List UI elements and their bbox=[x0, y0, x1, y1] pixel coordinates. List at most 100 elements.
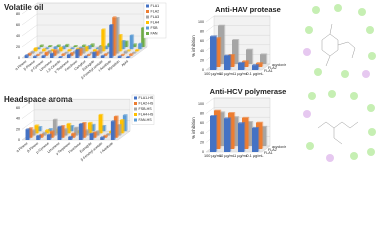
bar-side bbox=[87, 55, 89, 58]
bar-top bbox=[242, 116, 250, 118]
bar-side bbox=[59, 49, 61, 54]
bar-side bbox=[258, 127, 260, 152]
bar-top bbox=[27, 52, 33, 54]
bar-front bbox=[81, 45, 86, 47]
bar-front bbox=[62, 46, 66, 50]
bar bbox=[110, 120, 116, 140]
bar bbox=[246, 48, 254, 64]
bar-top bbox=[90, 43, 95, 45]
residue bbox=[358, 8, 366, 16]
bar-front bbox=[53, 50, 57, 56]
x-tick-label: 0.1 µg/mL bbox=[247, 72, 264, 76]
legend-swatch bbox=[146, 26, 149, 30]
bar-side bbox=[248, 116, 250, 149]
y-axis-label: % inhibition bbox=[191, 117, 196, 139]
bar-top bbox=[58, 56, 63, 57]
bar bbox=[36, 134, 41, 140]
bar-front bbox=[46, 134, 51, 140]
bar-side bbox=[224, 24, 226, 64]
bar bbox=[84, 46, 89, 52]
bar-front bbox=[83, 56, 88, 58]
residue bbox=[326, 154, 334, 162]
bar-top bbox=[113, 115, 119, 117]
bar-side bbox=[77, 126, 79, 136]
bar-front bbox=[100, 55, 104, 58]
bar-top bbox=[68, 135, 73, 137]
bar-top bbox=[129, 53, 134, 55]
bar bbox=[71, 132, 76, 138]
bar bbox=[83, 55, 89, 58]
bar-top bbox=[78, 46, 84, 48]
bar-front bbox=[24, 55, 28, 58]
bar-side bbox=[42, 51, 44, 54]
bar-side bbox=[56, 46, 58, 50]
bar-top bbox=[256, 62, 264, 64]
bar-front bbox=[260, 54, 266, 64]
bar-front bbox=[68, 136, 72, 140]
series-label: FLA1 bbox=[264, 69, 273, 73]
residue bbox=[305, 26, 313, 34]
bar bbox=[44, 51, 49, 56]
bar-side bbox=[73, 47, 75, 50]
bar-front bbox=[59, 47, 63, 52]
bar-front bbox=[101, 29, 105, 52]
bar-top bbox=[103, 134, 108, 136]
bar bbox=[129, 34, 135, 50]
bar-front bbox=[81, 122, 86, 138]
bar bbox=[87, 121, 93, 134]
bar bbox=[42, 48, 47, 52]
legend-swatch bbox=[134, 102, 137, 105]
bar-side bbox=[53, 130, 55, 138]
residue bbox=[350, 92, 358, 100]
y-tick-label: 100 bbox=[198, 20, 204, 24]
bar-side bbox=[84, 47, 86, 54]
bar-side bbox=[124, 40, 126, 50]
bar-side bbox=[258, 64, 260, 70]
bar bbox=[39, 51, 44, 54]
bar-front bbox=[39, 45, 43, 47]
bar-front bbox=[86, 54, 91, 56]
bar bbox=[101, 28, 106, 52]
legend-label: FLA4 bbox=[151, 20, 160, 24]
bar bbox=[59, 46, 64, 52]
bar-side bbox=[252, 48, 254, 64]
bar-top bbox=[75, 48, 80, 50]
y-tick-label: 0 bbox=[202, 68, 204, 72]
bar bbox=[123, 50, 129, 54]
bar-front bbox=[109, 25, 113, 58]
bar-side bbox=[91, 121, 93, 134]
legend-swatch bbox=[146, 21, 149, 24]
bar bbox=[47, 49, 52, 54]
bar-top bbox=[65, 43, 70, 45]
bar-side bbox=[87, 46, 89, 52]
bar-top bbox=[57, 125, 63, 127]
legend-label: FSB bbox=[151, 26, 159, 30]
bar-side bbox=[73, 52, 75, 56]
residue bbox=[367, 148, 375, 156]
bar-top bbox=[86, 53, 92, 55]
y-axis-label: % inhibition bbox=[191, 35, 196, 57]
bar-side bbox=[56, 49, 58, 56]
bar-top bbox=[238, 61, 246, 63]
docking-top bbox=[321, 23, 356, 67]
bar-front bbox=[66, 54, 71, 58]
bar bbox=[86, 53, 92, 56]
bar bbox=[112, 16, 117, 56]
bar-front bbox=[70, 48, 74, 50]
bar-front bbox=[36, 48, 40, 50]
bar bbox=[117, 55, 123, 58]
y-tick-label: 40 bbox=[16, 117, 20, 121]
figure: Volatile oil020406080α-Pineneβ-Pinenep-C… bbox=[4, 2, 376, 162]
legend-swatch bbox=[146, 32, 149, 35]
bar-side bbox=[44, 54, 46, 58]
bar-front bbox=[81, 48, 85, 54]
bar-front bbox=[33, 48, 37, 52]
bar-front bbox=[67, 49, 71, 52]
bar-top bbox=[30, 51, 36, 52]
bar-top bbox=[218, 24, 226, 26]
residue bbox=[366, 26, 374, 34]
bar-front bbox=[121, 40, 125, 50]
bar bbox=[92, 51, 97, 58]
grid-line bbox=[205, 35, 270, 42]
bar-side bbox=[71, 135, 73, 140]
